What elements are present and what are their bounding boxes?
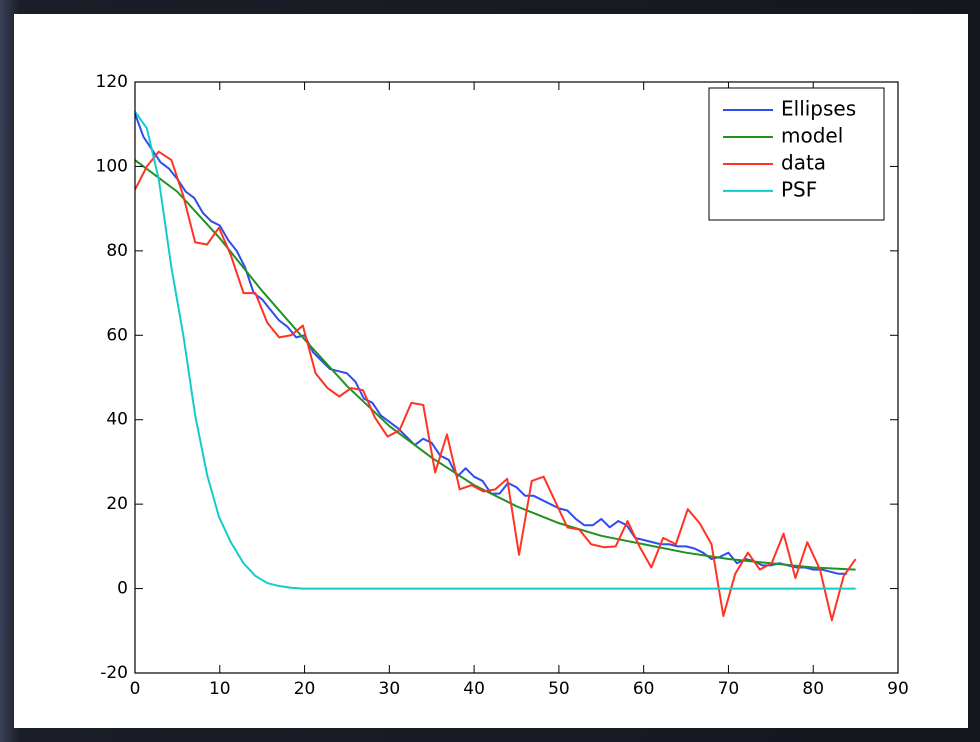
axes-frame — [134, 81, 899, 674]
x-tick-label: 10 — [209, 679, 231, 699]
legend-label: PSF — [781, 177, 817, 201]
series-line — [134, 150, 857, 622]
y-tick-label: 80 — [106, 241, 128, 261]
y-tick-label: 60 — [106, 325, 128, 345]
x-tick-label: 70 — [718, 679, 740, 699]
y-tick-label: 20 — [106, 494, 128, 514]
x-tick-label: 30 — [379, 679, 401, 699]
y-tick-label: 100 — [96, 156, 128, 176]
y-tick-label: 40 — [106, 410, 128, 430]
x-tick-label: 50 — [548, 679, 570, 699]
legend-label: data — [781, 150, 826, 174]
x-tick-label: 80 — [802, 679, 824, 699]
x-tick-label: 0 — [130, 679, 141, 699]
series-line — [134, 110, 856, 590]
x-tick-label: 40 — [463, 679, 485, 699]
x-tick-label: 90 — [887, 679, 909, 699]
y-tick-label: 120 — [96, 72, 128, 92]
x-tick-label: 60 — [633, 679, 655, 699]
y-tick-label: -20 — [100, 663, 128, 683]
legend-label: model — [781, 123, 843, 147]
x-tick-label: 20 — [294, 679, 316, 699]
legend-label: Ellipses — [781, 97, 856, 121]
y-tick-label: 0 — [117, 579, 128, 599]
series-line — [134, 159, 856, 571]
